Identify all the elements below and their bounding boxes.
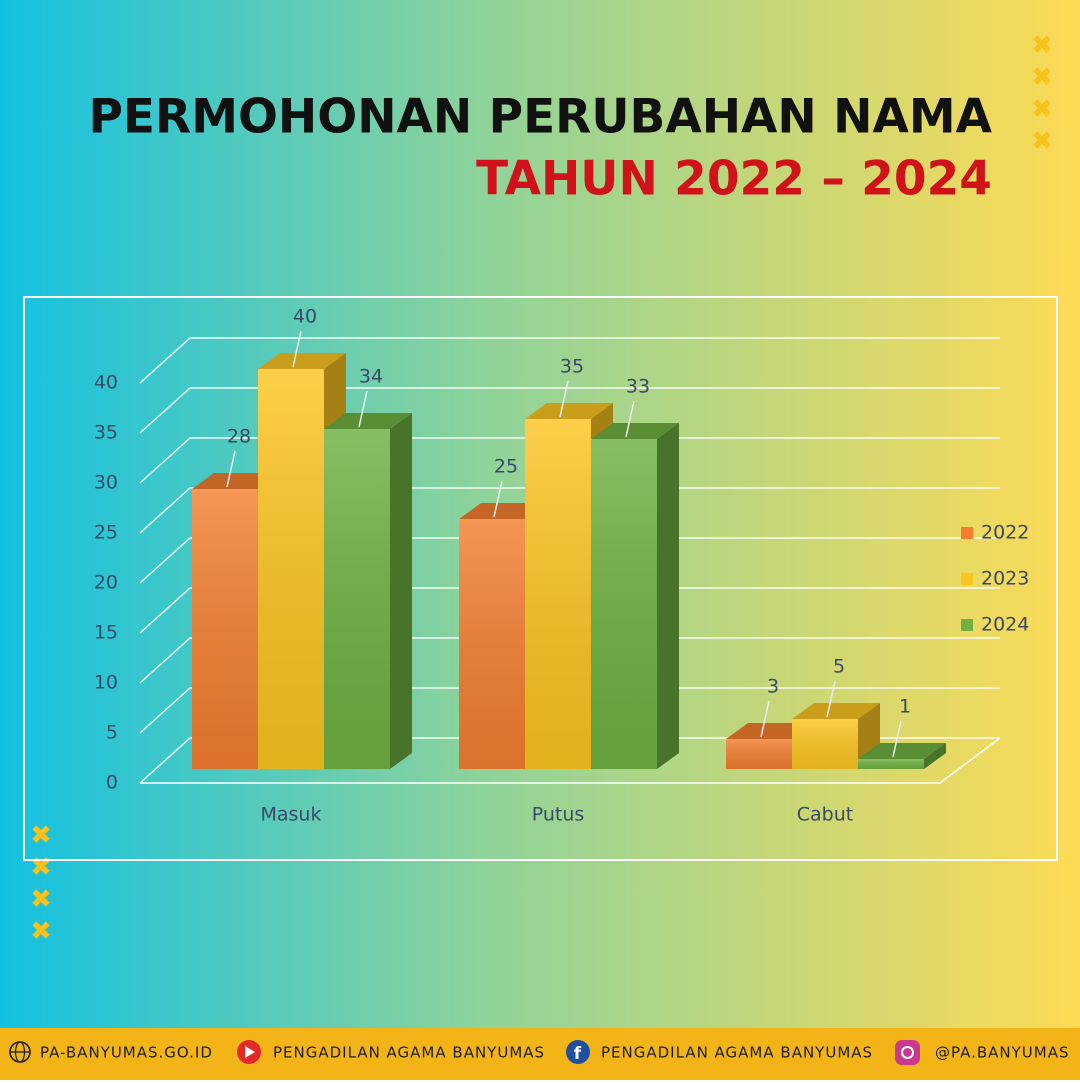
youtube-icon [245, 1046, 255, 1058]
grid-line [139, 637, 1000, 684]
bar-shade [591, 439, 657, 769]
data-label: 33 [626, 376, 650, 398]
decoration: ✖ ✖ ✖ ✖ ✖ ✖ ✖ ✖ [30, 31, 1053, 947]
chart-subtitle: TAHUN 2022 – 2024 [476, 152, 992, 207]
bar-shade [858, 759, 924, 769]
x-mark: ✖ [30, 821, 52, 851]
bar-shade [459, 519, 525, 769]
bar-top [858, 743, 946, 759]
y-tick-label: 10 [94, 672, 118, 694]
bar-top [324, 413, 412, 429]
bar [792, 703, 880, 769]
footer-instagram: @PA.BANYUMAS [935, 1044, 1070, 1062]
instagram-icon [895, 1040, 920, 1065]
x-mark: ✖ [1031, 31, 1053, 61]
bar [258, 353, 346, 769]
y-tick-label: 5 [106, 722, 118, 744]
leader-line [559, 380, 569, 418]
x-tick-label: Putus [532, 804, 585, 826]
bar-top [525, 403, 613, 419]
grid-line [139, 487, 1000, 534]
instagram-icon [901, 1046, 914, 1059]
data-label: 28 [227, 426, 251, 448]
bar-top [258, 353, 346, 369]
x-mark: ✖ [30, 885, 52, 915]
bar-shade [525, 419, 591, 769]
grid-line [139, 537, 1000, 584]
leader-line [625, 400, 635, 438]
leader-line [226, 450, 236, 488]
legend-swatch [961, 573, 973, 585]
bar-side [657, 423, 679, 769]
bar-top [792, 703, 880, 719]
grid-line [139, 387, 1000, 434]
floor-line [939, 737, 1001, 784]
grid-line [139, 587, 1000, 634]
x-tick-label: Cabut [797, 804, 853, 826]
grid-line [139, 337, 1000, 384]
data-label: 25 [494, 456, 518, 478]
bar-shade [258, 369, 324, 769]
data-label: 3 [767, 676, 779, 698]
bar-side [390, 413, 412, 769]
bar-side [924, 743, 946, 769]
x-mark: ✖ [1031, 127, 1053, 157]
x-mark: ✖ [1031, 63, 1053, 93]
chart-title: PERMOHONAN PERUBAHAN NAMA [88, 90, 992, 145]
leader-line [292, 330, 302, 368]
bar-top [591, 423, 679, 439]
x-mark: ✖ [30, 853, 52, 883]
y-tick-label: 30 [94, 472, 118, 494]
data-label: 5 [833, 656, 845, 678]
footer: PA-BANYUMAS.GO.ID PENGADILAN AGAMA BANYU… [9, 1040, 1070, 1065]
legend-label: 2023 [981, 568, 1029, 590]
y-tick-label: 40 [94, 372, 118, 394]
legend-label: 2022 [981, 522, 1029, 544]
footer-facebook: PENGADILAN AGAMA BANYUMAS [601, 1044, 873, 1062]
x-tick-label: Masuk [261, 804, 322, 826]
grid-line [139, 437, 1000, 484]
bar-shade [192, 489, 258, 769]
x-mark: ✖ [30, 917, 52, 947]
grid-line [139, 687, 1000, 734]
chart: 0510152025303540Masuk284034Putus253533Ca… [94, 306, 1030, 826]
leader-line [760, 700, 770, 738]
bar-shade [726, 739, 792, 769]
bar-shade [324, 429, 390, 769]
leader-line [493, 480, 503, 518]
bar-shade [792, 719, 858, 769]
data-label: 35 [560, 356, 584, 378]
bar [324, 413, 412, 769]
leader-line [892, 720, 902, 758]
leader-line [358, 390, 368, 428]
y-tick-label: 35 [94, 422, 118, 444]
chart-frame [23, 296, 1058, 861]
data-label: 1 [899, 696, 911, 718]
x-mark: ✖ [1031, 95, 1053, 125]
footer-youtube: PENGADILAN AGAMA BANYUMAS [273, 1044, 545, 1062]
y-tick-label: 25 [94, 522, 118, 544]
y-tick-label: 20 [94, 572, 118, 594]
footer-website: PA-BANYUMAS.GO.ID [40, 1044, 213, 1062]
bar [591, 423, 679, 769]
legend-label: 2024 [981, 614, 1029, 636]
facebook-icon [566, 1040, 590, 1064]
facebook-icon: f [574, 1044, 582, 1064]
legend-swatch [961, 619, 973, 631]
y-tick-label: 0 [106, 772, 118, 794]
bar [858, 743, 946, 769]
y-tick-label: 15 [94, 622, 118, 644]
data-label: 40 [293, 306, 317, 328]
leader-line [826, 680, 836, 718]
legend-swatch [961, 527, 973, 539]
data-label: 34 [359, 366, 383, 388]
